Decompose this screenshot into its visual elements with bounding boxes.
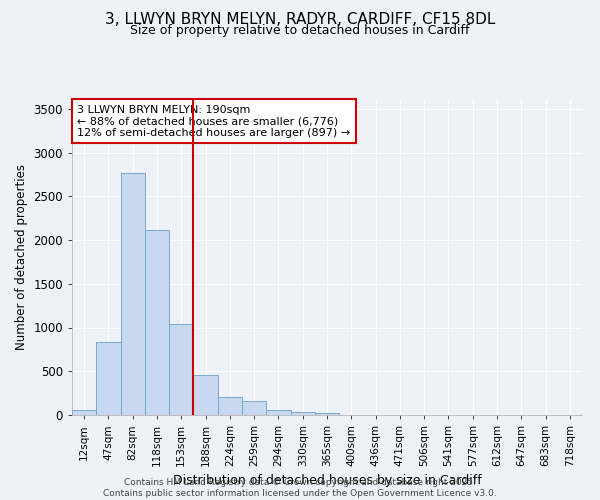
X-axis label: Distribution of detached houses by size in Cardiff: Distribution of detached houses by size …	[173, 474, 481, 488]
Bar	[169, 324, 193, 415]
Bar	[315, 413, 339, 415]
Bar	[96, 342, 121, 415]
Text: Contains HM Land Registry data © Crown copyright and database right 2025.
Contai: Contains HM Land Registry data © Crown c…	[103, 478, 497, 498]
Text: Size of property relative to detached houses in Cardiff: Size of property relative to detached ho…	[130, 24, 470, 37]
Bar	[145, 230, 169, 415]
Bar	[290, 412, 315, 415]
Bar	[242, 402, 266, 415]
Bar	[121, 172, 145, 415]
Bar	[266, 410, 290, 415]
Bar	[193, 375, 218, 415]
Text: 3 LLWYN BRYN MELYN: 190sqm
← 88% of detached houses are smaller (6,776)
12% of s: 3 LLWYN BRYN MELYN: 190sqm ← 88% of deta…	[77, 104, 350, 138]
Bar	[72, 410, 96, 415]
Text: 3, LLWYN BRYN MELYN, RADYR, CARDIFF, CF15 8DL: 3, LLWYN BRYN MELYN, RADYR, CARDIFF, CF1…	[105, 12, 495, 28]
Y-axis label: Number of detached properties: Number of detached properties	[15, 164, 28, 350]
Bar	[218, 396, 242, 415]
